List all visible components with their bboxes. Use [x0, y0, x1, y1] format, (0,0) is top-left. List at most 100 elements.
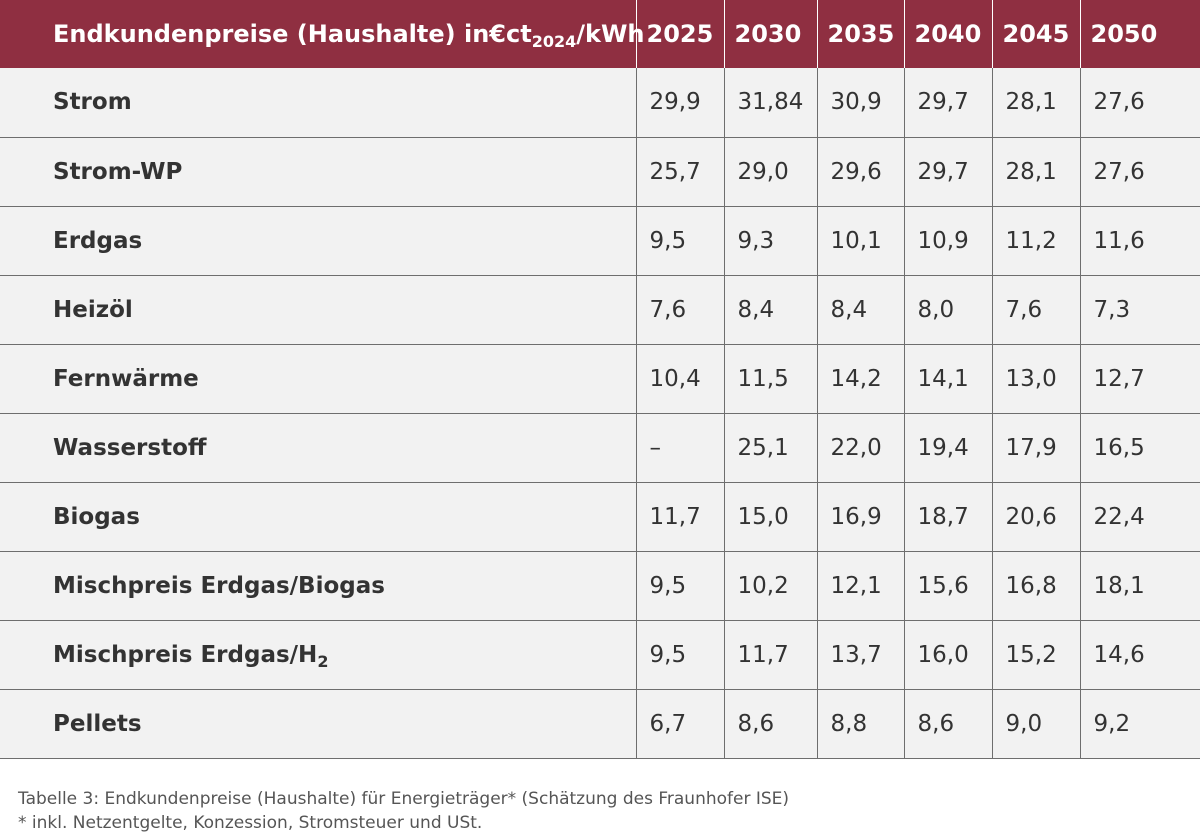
header-year: 2035 — [816, 0, 904, 68]
value-cell: 25,7 — [635, 137, 724, 207]
value-cell: 13,0 — [991, 344, 1080, 414]
price-table: Endkundenpreise (Haushalte) in€ct2024/kW… — [0, 0, 1200, 759]
row-label-text: Fernwärme — [53, 365, 199, 392]
header-year: 2050 — [1079, 0, 1200, 68]
value-cell: 7,3 — [1079, 275, 1200, 345]
row-label: Fernwärme — [0, 344, 636, 414]
value-cell: 11,5 — [723, 344, 817, 414]
header-label-unit: /kWh — [576, 20, 645, 48]
value-cell: 29,0 — [723, 137, 817, 207]
table-header: Endkundenpreise (Haushalte) in€ct2024/kW… — [0, 0, 1200, 68]
value-cell: 31,84 — [723, 68, 817, 138]
value-cell: 14,1 — [903, 344, 992, 414]
value-cell: 28,1 — [991, 137, 1080, 207]
table-row: Strom-WP 25,7 29,0 29,6 29,7 28,1 27,6 — [0, 137, 1200, 207]
value-cell: 8,0 — [903, 275, 992, 345]
value-cell: 6,7 — [635, 689, 724, 759]
table-caption: Tabelle 3: Endkundenpreise (Haushalte) f… — [18, 787, 789, 835]
table-row: Biogas 11,7 15,0 16,9 18,7 20,6 22,4 — [0, 482, 1200, 552]
caption-footnote: * inkl. Netzentgelte, Konzession, Stroms… — [18, 813, 483, 833]
value-cell: 9,5 — [635, 620, 724, 690]
value-cell: 22,4 — [1079, 482, 1200, 552]
value-cell: 12,7 — [1079, 344, 1200, 414]
value-cell: 11,7 — [635, 482, 724, 552]
value-cell: 9,5 — [635, 206, 724, 276]
value-cell: 12,1 — [816, 551, 904, 621]
row-label: Strom — [0, 68, 636, 138]
value-cell: 27,6 — [1079, 68, 1200, 138]
value-cell: 18,1 — [1079, 551, 1200, 621]
row-label-text: Biogas — [53, 503, 140, 530]
header-row: Endkundenpreise (Haushalte) in€ct2024/kW… — [0, 0, 1200, 68]
value-cell: 30,9 — [816, 68, 904, 138]
value-cell: 27,6 — [1079, 137, 1200, 207]
table-row: Pellets 6,7 8,6 8,8 8,6 9,0 9,2 — [0, 689, 1200, 759]
value-cell: 15,2 — [991, 620, 1080, 690]
value-cell: 13,7 — [816, 620, 904, 690]
table-body: Strom 29,9 31,84 30,9 29,7 28,1 27,6 Strom-WP 25… — [0, 68, 1200, 759]
value-cell: 17,9 — [991, 413, 1080, 483]
row-label-text: Mischpreis Erdgas/Biogas — [53, 572, 385, 599]
value-cell: 16,9 — [816, 482, 904, 552]
value-cell: 28,1 — [991, 68, 1080, 138]
row-label-text: Mischpreis Erdgas/H — [53, 641, 318, 668]
value-cell: 7,6 — [991, 275, 1080, 345]
value-cell: 29,7 — [903, 68, 992, 138]
header-year: 2045 — [991, 0, 1080, 68]
value-cell: 8,6 — [903, 689, 992, 759]
value-cell: 14,6 — [1079, 620, 1200, 690]
value-cell: 18,7 — [903, 482, 992, 552]
table-row: Wasserstoff –25,1 22,0 19,4 17,9 16,5 — [0, 413, 1200, 483]
value-cell: 8,4 — [816, 275, 904, 345]
value-cell: 8,6 — [723, 689, 817, 759]
value-cell: 29,9 — [635, 68, 724, 138]
value-cell: 8,8 — [816, 689, 904, 759]
table-row: Mischpreis Erdgas/H2 9,5 11,7 13,7 16,0 15,2 1… — [0, 620, 1200, 690]
header-year: 2040 — [903, 0, 992, 68]
value-cell: 20,6 — [991, 482, 1080, 552]
header-label-subscript: 2024 — [531, 32, 577, 51]
header-label-main: Endkundenpreise (Haushalte) in€ct — [53, 20, 532, 48]
value-cell: 14,2 — [816, 344, 904, 414]
value-cell: 29,6 — [816, 137, 904, 207]
header-year: 2030 — [723, 0, 817, 68]
row-label-subscript: 2 — [317, 651, 329, 671]
caption-title: Tabelle 3: Endkundenpreise (Haushalte) f… — [18, 789, 790, 809]
value-cell: 11,7 — [723, 620, 817, 690]
table-row: Erdgas 9,5 9,3 10,1 10,9 11,2 11,6 — [0, 206, 1200, 276]
row-label-text: Wasserstoff — [53, 434, 207, 461]
value-cell: 29,7 — [903, 137, 992, 207]
value-cell: 7,6 — [635, 275, 724, 345]
row-label: Biogas — [0, 482, 636, 552]
row-label-text: Strom-WP — [53, 158, 183, 185]
row-label-text: Erdgas — [53, 227, 143, 254]
row-label: Pellets — [0, 689, 636, 759]
value-cell: 15,0 — [723, 482, 817, 552]
row-label: Mischpreis Erdgas/Biogas — [0, 551, 636, 621]
row-label-text: Strom — [53, 89, 132, 116]
row-label: Strom-WP — [0, 137, 636, 207]
table-row: Heizöl 7,6 8,4 8,4 8,0 7,6 7,3 — [0, 275, 1200, 345]
value-cell: 22,0 — [816, 413, 904, 483]
table-row: Strom 29,9 31,84 30,9 29,7 28,1 27,6 — [0, 68, 1200, 138]
value-cell: 10,2 — [723, 551, 817, 621]
value-cell: 16,8 — [991, 551, 1080, 621]
value-cell: 9,5 — [635, 551, 724, 621]
row-label-text: Pellets — [53, 710, 142, 737]
row-label: Erdgas — [0, 206, 636, 276]
row-label: Wasserstoff — [0, 413, 636, 483]
header-year: 2025 — [635, 0, 724, 68]
value-cell: 10,9 — [903, 206, 992, 276]
value-cell: 8,4 — [723, 275, 817, 345]
table-row: Fernwärme 10,4 11,5 14,2 14,1 13,0 12,7 — [0, 344, 1200, 414]
value-cell: – — [635, 413, 724, 483]
value-cell: 10,1 — [816, 206, 904, 276]
value-cell: 9,3 — [723, 206, 817, 276]
value-cell: 25,1 — [723, 413, 817, 483]
value-cell: 9,0 — [991, 689, 1080, 759]
value-cell: 10,4 — [635, 344, 724, 414]
value-cell: 19,4 — [903, 413, 992, 483]
value-cell: 9,2 — [1079, 689, 1200, 759]
value-cell: 16,5 — [1079, 413, 1200, 483]
